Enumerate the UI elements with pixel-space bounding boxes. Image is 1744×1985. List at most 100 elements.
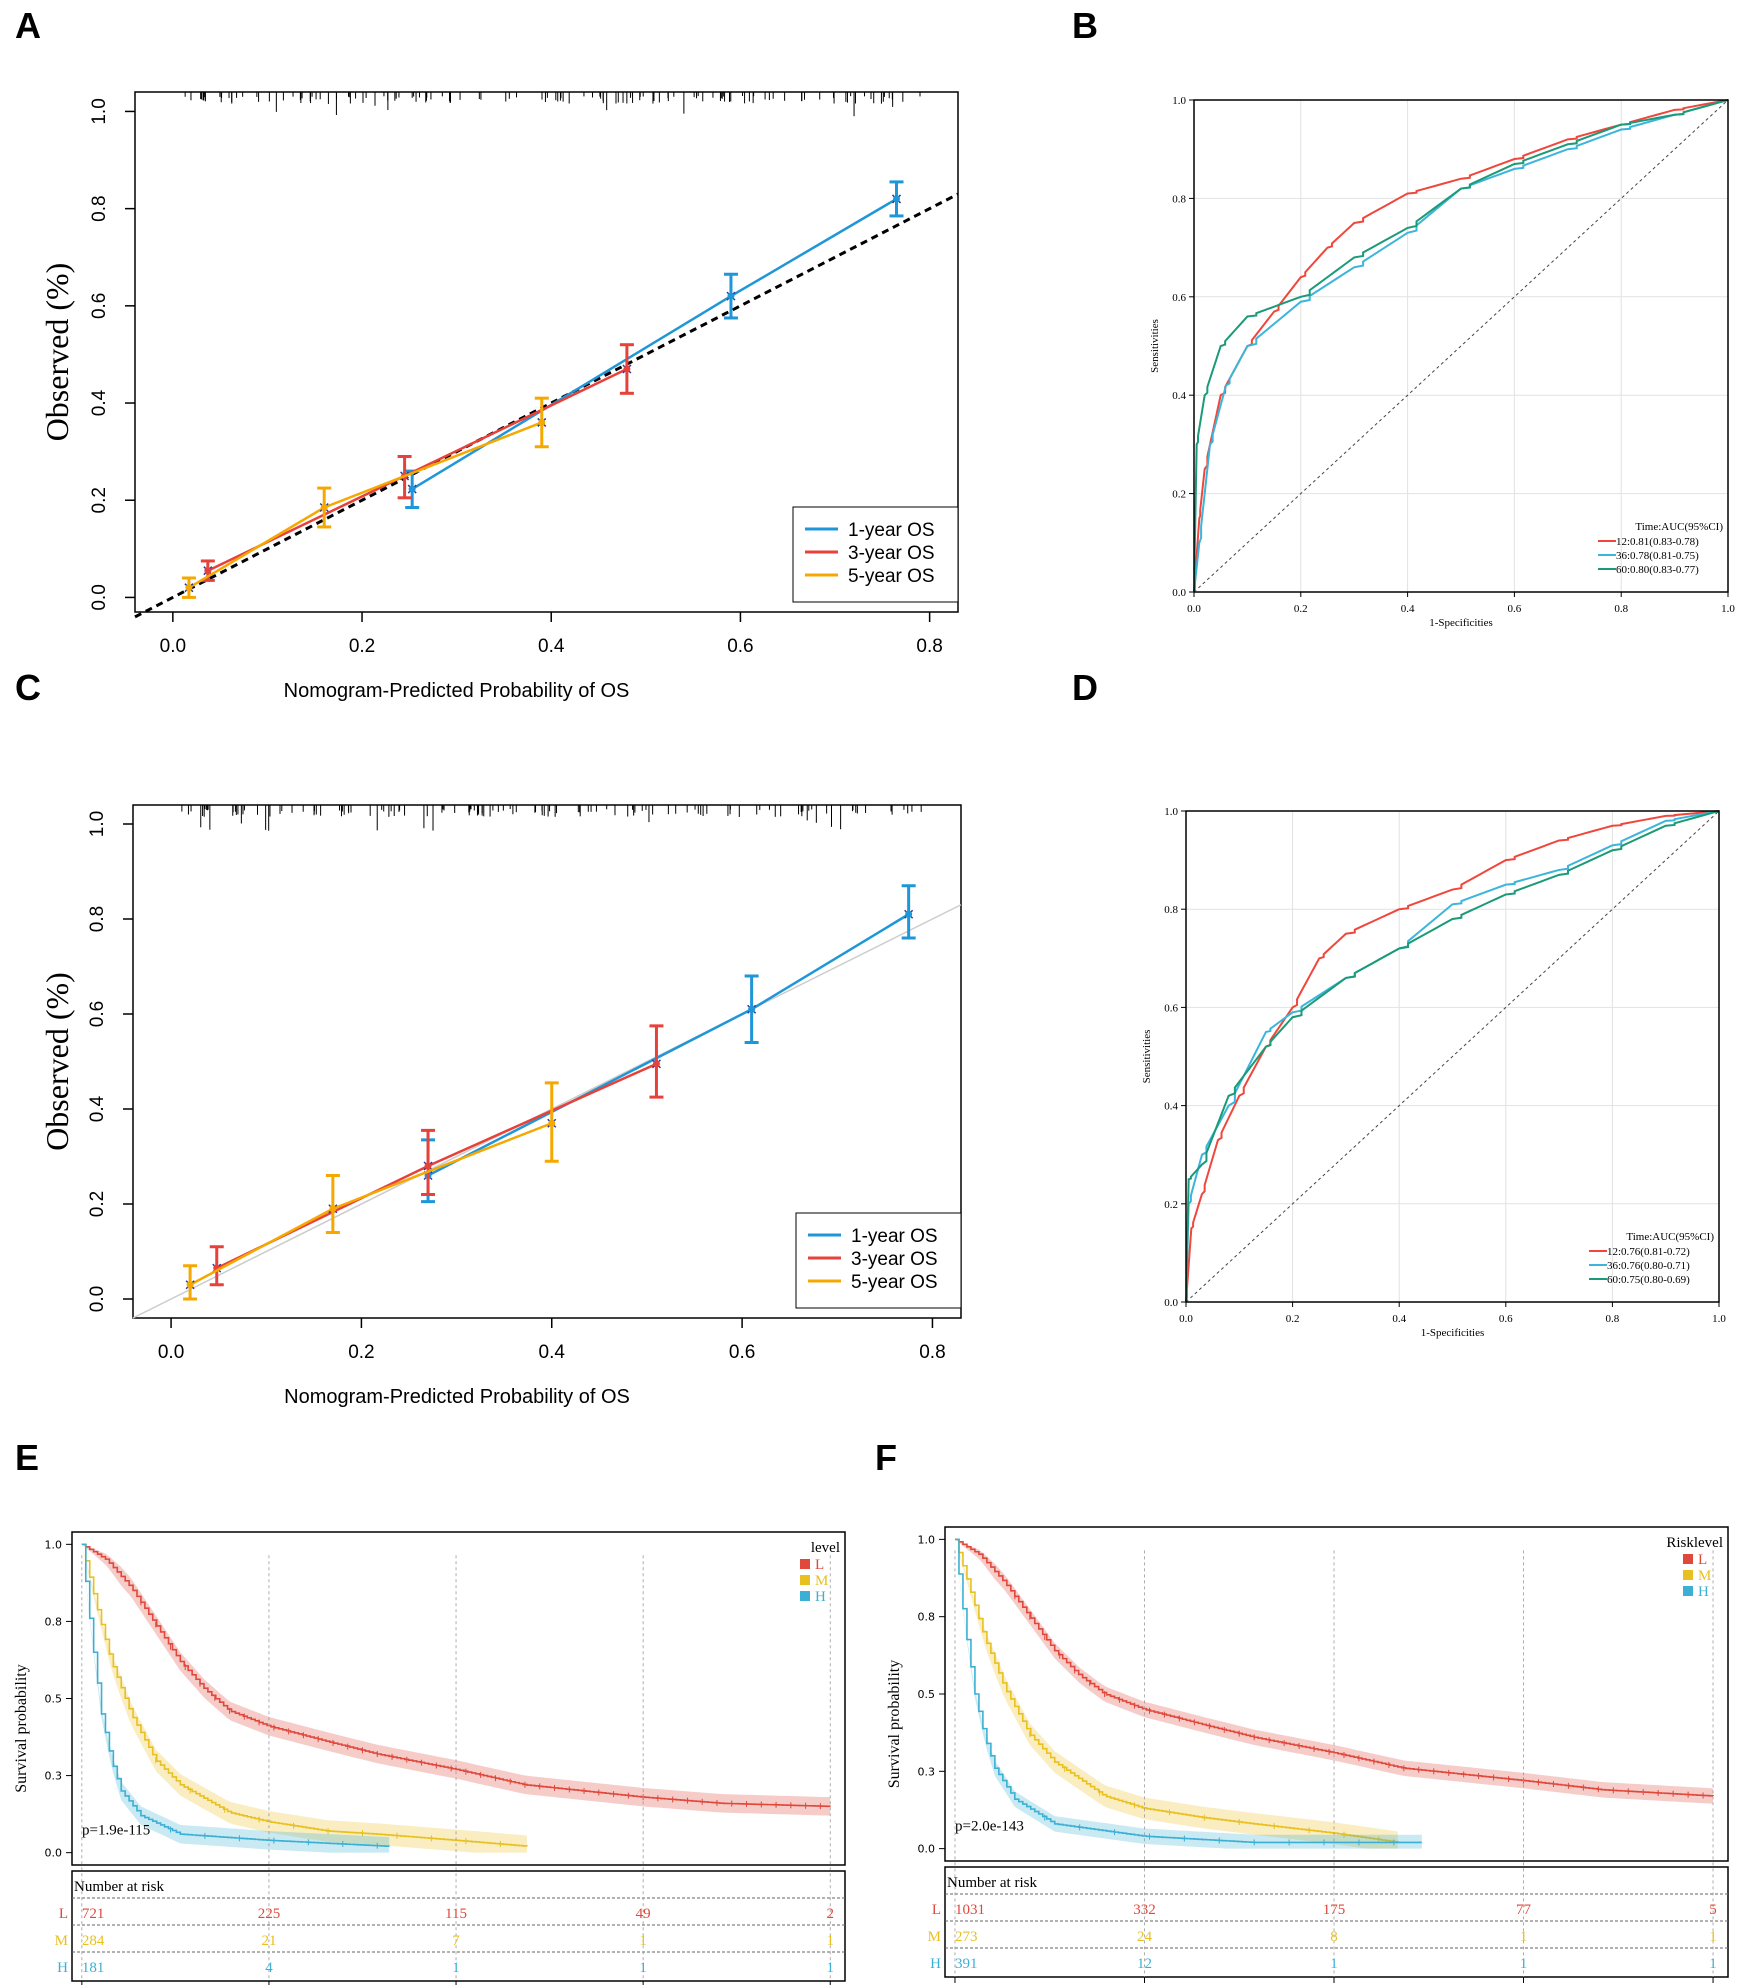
legend-label: M bbox=[1698, 1568, 1711, 1584]
y-tick-label: 0.4 bbox=[87, 1095, 108, 1122]
at-risk-count: 49 bbox=[636, 1906, 651, 1922]
at-risk-count: 21 bbox=[261, 1933, 276, 1949]
data-point bbox=[424, 1162, 432, 1170]
x-tick-label: 0.8 bbox=[919, 1342, 945, 1363]
y-tick-label: 0.8 bbox=[89, 195, 110, 221]
data-point bbox=[652, 1060, 660, 1068]
legend-label: 60:0.75(0.80-0.69) bbox=[1607, 1274, 1690, 1286]
x-tick-label: 0.6 bbox=[729, 1342, 755, 1363]
survival-curve-M bbox=[81, 1543, 528, 1847]
at-risk-count: 284 bbox=[82, 1933, 105, 1949]
legend-title: Risklevel bbox=[1666, 1535, 1723, 1551]
at-risk-count: 5 bbox=[1709, 1902, 1717, 1918]
at-risk-count: 1 bbox=[1709, 1929, 1717, 1945]
plot-frame bbox=[1193, 99, 1729, 593]
y-tick-label: 0.3 bbox=[45, 1770, 63, 1783]
plot-frame bbox=[944, 1526, 1729, 1862]
roc-curve-12 bbox=[1193, 99, 1729, 593]
diagonal-reference bbox=[1193, 99, 1729, 593]
panel-C: C 0.0 0.2 0.4 0.6 0.8 0.0 0.2 0.4 0.6 0.8 1.0 Nomogr… bbox=[15, 667, 962, 1408]
at-risk-count: 273 bbox=[955, 1929, 978, 1945]
series-1-year-OS bbox=[421, 884, 916, 1204]
legend-label: 5-year OS bbox=[848, 566, 935, 587]
at-risk-count: 24 bbox=[1137, 1929, 1153, 1945]
panel-label: D bbox=[1072, 667, 1098, 708]
risk-row-label: L bbox=[932, 1902, 941, 1918]
y-axis-label: Observed (%) bbox=[39, 972, 75, 1151]
panel-F: F 0.0 0.3 0.5 0.8 1.0 Survival probability p=2.… bbox=[875, 1437, 1729, 1983]
y-tick-label: 0.6 bbox=[89, 293, 110, 319]
plot-frame bbox=[134, 91, 959, 613]
y-tick-label: 0.4 bbox=[1164, 1101, 1178, 1113]
at-risk-count: 1 bbox=[639, 1933, 647, 1949]
y-tick-label: 0.0 bbox=[1172, 587, 1186, 599]
legend-label: 36:0.78(0.81-0.75) bbox=[1616, 550, 1699, 562]
series-5-year-OS bbox=[181, 396, 549, 599]
at-risk-count: 1 bbox=[1709, 1956, 1717, 1972]
legend-swatch bbox=[800, 1559, 810, 1569]
reference-line bbox=[132, 904, 962, 1319]
panel-label: E bbox=[15, 1437, 39, 1478]
data-point bbox=[538, 418, 546, 426]
x-tick-label: 0.8 bbox=[1606, 1313, 1620, 1325]
at-risk-count: 181 bbox=[82, 1960, 105, 1976]
y-tick-label: 1.0 bbox=[89, 98, 110, 124]
data-point bbox=[408, 485, 416, 493]
x-tick-label: 0.0 bbox=[1179, 1313, 1193, 1325]
at-risk-count: 1 bbox=[1330, 1956, 1338, 1972]
legend-label: L bbox=[1698, 1552, 1707, 1568]
confidence-band-H bbox=[954, 1539, 1422, 1849]
y-tick-label: 0.2 bbox=[1172, 489, 1186, 501]
plot-frame bbox=[71, 1531, 846, 1866]
risk-row-label: M bbox=[55, 1933, 68, 1949]
y-tick-label: 0.0 bbox=[1164, 1297, 1178, 1309]
roc-curve-60 bbox=[1193, 99, 1729, 593]
y-tick-label: 1.0 bbox=[918, 1533, 936, 1546]
y-tick-label: 0.5 bbox=[918, 1688, 936, 1701]
legend-label: M bbox=[815, 1573, 828, 1589]
risk-row-label: M bbox=[928, 1929, 941, 1945]
legend: 1-year OS3-year OS5-year OS bbox=[795, 1212, 962, 1309]
plot-frame bbox=[1185, 810, 1720, 1303]
y-tick-label: 0.0 bbox=[87, 1286, 108, 1312]
y-tick-label: 0.3 bbox=[918, 1765, 936, 1778]
legend: 1-year OS3-year OS5-year OS bbox=[792, 506, 959, 603]
x-tick-label: 0.8 bbox=[1614, 603, 1628, 615]
y-tick-label: 0.2 bbox=[89, 487, 110, 513]
legend: Time:AUC(95%CI) 12:0.81(0.83-0.78) 36:0.78… bbox=[1598, 521, 1723, 576]
panel-A: A 0.0 0.2 0.4 0.6 0.8 0.0 0.2 0.4 0.6 0.8 1.0 Nomogr… bbox=[15, 5, 959, 702]
data-point bbox=[185, 584, 193, 592]
y-tick-label: 0.0 bbox=[918, 1843, 936, 1856]
y-tick-label: 0.8 bbox=[1172, 193, 1186, 205]
data-point bbox=[748, 1005, 756, 1013]
legend-label: 5-year OS bbox=[851, 1272, 938, 1293]
x-tick-label: 0.8 bbox=[916, 636, 942, 657]
y-axis-label: Sensitivities bbox=[1141, 1030, 1153, 1084]
legend-swatch bbox=[1683, 1570, 1693, 1580]
at-risk-count: 115 bbox=[445, 1906, 467, 1922]
x-tick-label: 0.0 bbox=[158, 1342, 184, 1363]
legend-label: H bbox=[815, 1589, 826, 1605]
calibration-line bbox=[188, 421, 543, 589]
legend-label: 1-year OS bbox=[848, 520, 935, 541]
data-point bbox=[548, 1119, 556, 1127]
x-tick-label: 0.2 bbox=[1286, 1313, 1300, 1325]
legend-label: 12:0.76(0.81-0.72) bbox=[1607, 1246, 1690, 1258]
y-tick-label: 1.0 bbox=[1164, 806, 1178, 818]
at-risk-count: 1031 bbox=[955, 1902, 985, 1918]
y-tick-label: 0.8 bbox=[918, 1611, 936, 1624]
x-tick-label: 0.2 bbox=[349, 636, 375, 657]
data-point bbox=[329, 1205, 337, 1213]
panel-D: D 0.00.0 0.2 0.2 0.4 0.4 0.6 0.6 0.8 0.8 1.0 1.0 1-S… bbox=[1072, 667, 1726, 1339]
at-risk-count: 391 bbox=[955, 1956, 978, 1972]
reference-line bbox=[134, 192, 959, 619]
panel-E: E 0.0 0.3 0.5 0.8 1.0 Survival probability p=1.… bbox=[13, 1437, 846, 1985]
roc-curve-36 bbox=[1193, 99, 1729, 593]
y-axis-label: Survival probability bbox=[886, 1660, 903, 1788]
x-tick-label: 1.0 bbox=[1712, 1313, 1726, 1325]
legend-label: H bbox=[1698, 1584, 1709, 1600]
legend: Time:AUC(95%CI) 12:0.76(0.81-0.72) 36:0.76… bbox=[1589, 1231, 1714, 1286]
roc-curve-60 bbox=[1185, 810, 1720, 1303]
x-tick-label: 0.0 bbox=[160, 636, 186, 657]
at-risk-count: 175 bbox=[1323, 1902, 1346, 1918]
